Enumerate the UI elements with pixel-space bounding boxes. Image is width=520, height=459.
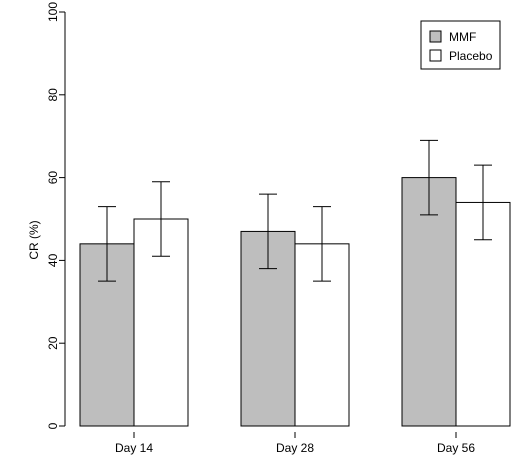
y-tick-label: 0	[46, 422, 60, 429]
bars-group	[79, 177, 511, 427]
y-tick-label: 100	[46, 2, 60, 22]
x-tick-label: Day 28	[276, 441, 314, 455]
legend-swatch-mmf	[429, 30, 442, 43]
bar-mmf-day-56	[401, 177, 457, 427]
x-tick-label: Day 14	[115, 441, 153, 455]
y-axis: 0 20 40 60 80 100	[46, 2, 66, 429]
legend: MMF Placebo	[420, 20, 501, 70]
x-tick-label: Day 56	[437, 441, 475, 455]
y-tick-label: 80	[46, 88, 60, 102]
y-tick-label: 40	[46, 253, 60, 267]
legend-swatch-placebo	[429, 49, 442, 62]
legend-label-placebo: Placebo	[449, 49, 493, 63]
x-axis: Day 14 Day 28 Day 56	[115, 432, 475, 455]
error-bars-group	[98, 139, 492, 282]
legend-label-mmf: MMF	[449, 30, 476, 44]
y-tick-label: 60	[46, 171, 60, 185]
y-tick-label: 20	[46, 336, 60, 350]
y-axis-title: CR (%)	[27, 220, 41, 259]
